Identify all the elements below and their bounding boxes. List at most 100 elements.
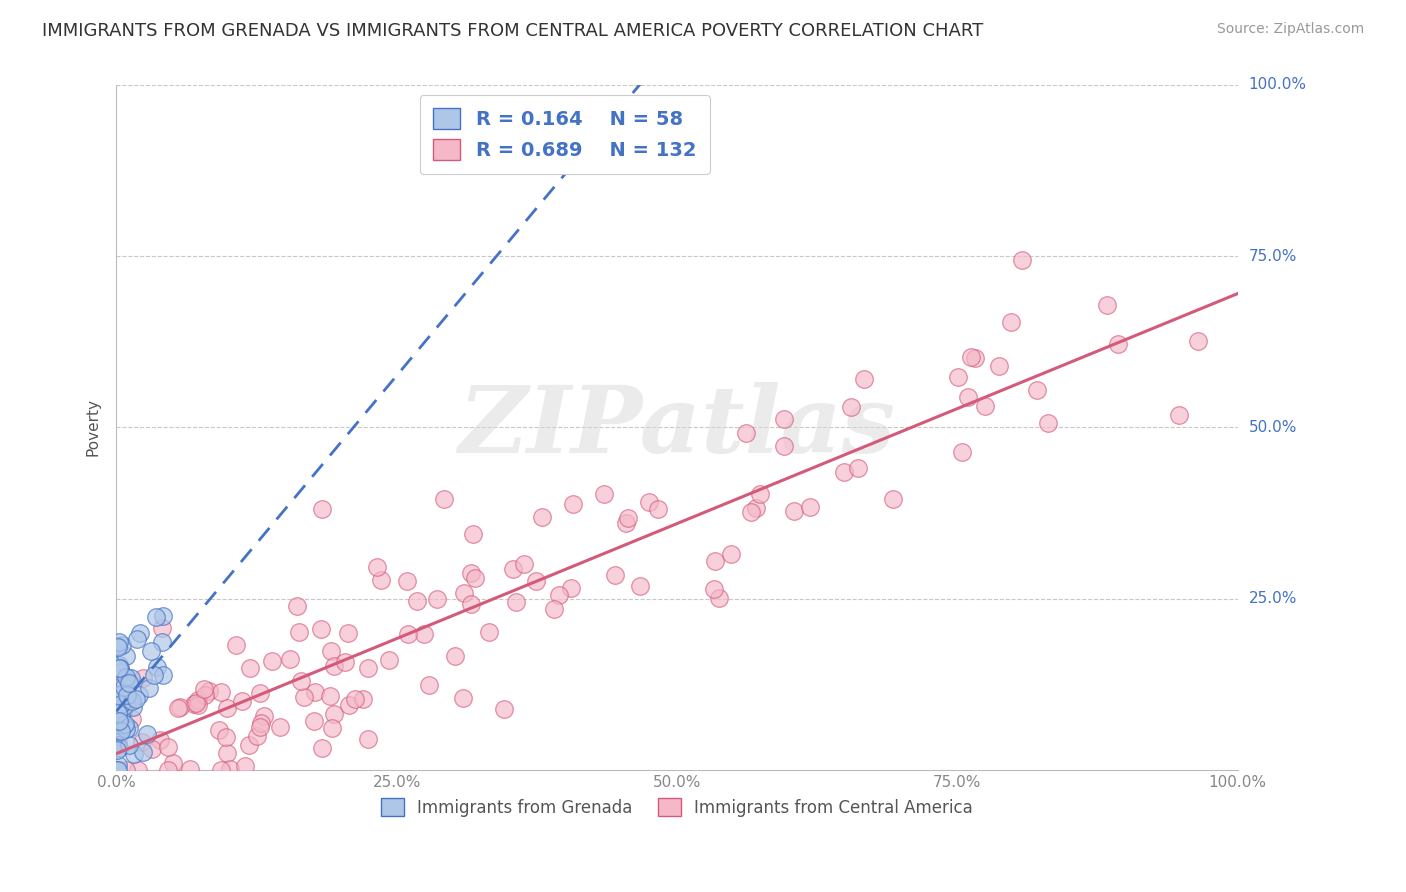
Point [617, 510, 640, 524]
Point [115, 670, 138, 684]
Point [304, 685, 326, 699]
Point [105, 639, 128, 653]
Point [1167, 408, 1189, 422]
Point [120, 671, 142, 685]
Point [647, 502, 669, 516]
Point [413, 626, 436, 640]
Point [882, 492, 904, 507]
Point [370, 573, 392, 587]
Point [146, 659, 169, 673]
Point [444, 648, 467, 663]
Point [108, 661, 131, 675]
Point [145, 610, 167, 624]
Point [560, 582, 582, 596]
Point [105, 691, 128, 706]
Point [117, 673, 139, 688]
Point [233, 759, 256, 773]
Point [734, 425, 756, 440]
Point [215, 701, 238, 715]
Point [121, 700, 143, 714]
Point [110, 661, 132, 675]
Point [209, 763, 232, 777]
Point [108, 688, 131, 702]
Point [433, 492, 456, 507]
Point [460, 566, 482, 580]
Point [1187, 334, 1209, 349]
Y-axis label: Poverty: Poverty [86, 399, 100, 457]
Point [108, 741, 131, 756]
Point [128, 688, 150, 702]
Point [1000, 315, 1022, 329]
Point [107, 634, 129, 648]
Point [117, 722, 139, 736]
Point [125, 632, 148, 646]
Point [107, 706, 129, 720]
Point [366, 559, 388, 574]
Point [773, 412, 796, 426]
Point [117, 676, 139, 690]
Point [107, 735, 129, 749]
Text: IMMIGRANTS FROM GRENADA VS IMMIGRANTS FROM CENTRAL AMERICA POVERTY CORRELATION C: IMMIGRANTS FROM GRENADA VS IMMIGRANTS FR… [42, 22, 983, 40]
Point [321, 721, 343, 735]
Point [179, 762, 201, 776]
Point [322, 707, 344, 722]
Point [720, 547, 742, 561]
Point [152, 667, 174, 681]
Point [783, 504, 806, 518]
Point [337, 698, 360, 713]
Point [184, 696, 207, 710]
Point [344, 692, 367, 706]
Point [115, 649, 138, 664]
Point [1107, 337, 1129, 351]
Point [302, 714, 325, 728]
Point [114, 717, 136, 731]
Point [108, 718, 131, 732]
Point [114, 763, 136, 777]
Point [107, 758, 129, 772]
Point [111, 639, 134, 653]
Point [292, 690, 315, 705]
Point [110, 686, 132, 700]
Point [740, 505, 762, 519]
Text: ZIPatlas: ZIPatlas [458, 383, 896, 473]
Point [357, 661, 380, 675]
Point [108, 714, 131, 728]
Point [1011, 253, 1033, 268]
Point [478, 625, 501, 640]
Point [129, 625, 152, 640]
Point [335, 656, 357, 670]
Point [278, 652, 301, 666]
Legend: Immigrants from Grenada, Immigrants from Central America: Immigrants from Grenada, Immigrants from… [374, 791, 980, 823]
Point [960, 351, 983, 365]
Point [531, 510, 554, 524]
Point [1097, 298, 1119, 312]
Point [494, 702, 516, 716]
Point [105, 763, 128, 777]
Point [357, 732, 380, 747]
Point [125, 692, 148, 706]
Point [110, 665, 132, 679]
Point [107, 725, 129, 739]
Point [336, 625, 359, 640]
Point [963, 351, 986, 366]
Point [143, 668, 166, 682]
Point [218, 762, 240, 776]
Point [135, 727, 157, 741]
Point [139, 644, 162, 658]
Point [543, 602, 565, 616]
Point [319, 689, 342, 703]
Point [149, 733, 172, 747]
Point [110, 697, 132, 711]
Point [249, 686, 271, 700]
Point [183, 697, 205, 711]
Point [107, 763, 129, 777]
Point [167, 700, 190, 714]
Point [418, 678, 440, 692]
Point [152, 609, 174, 624]
Point [187, 693, 209, 707]
Point [309, 622, 332, 636]
Point [110, 724, 132, 739]
Point [231, 694, 253, 708]
Point [290, 673, 312, 688]
Point [111, 704, 134, 718]
